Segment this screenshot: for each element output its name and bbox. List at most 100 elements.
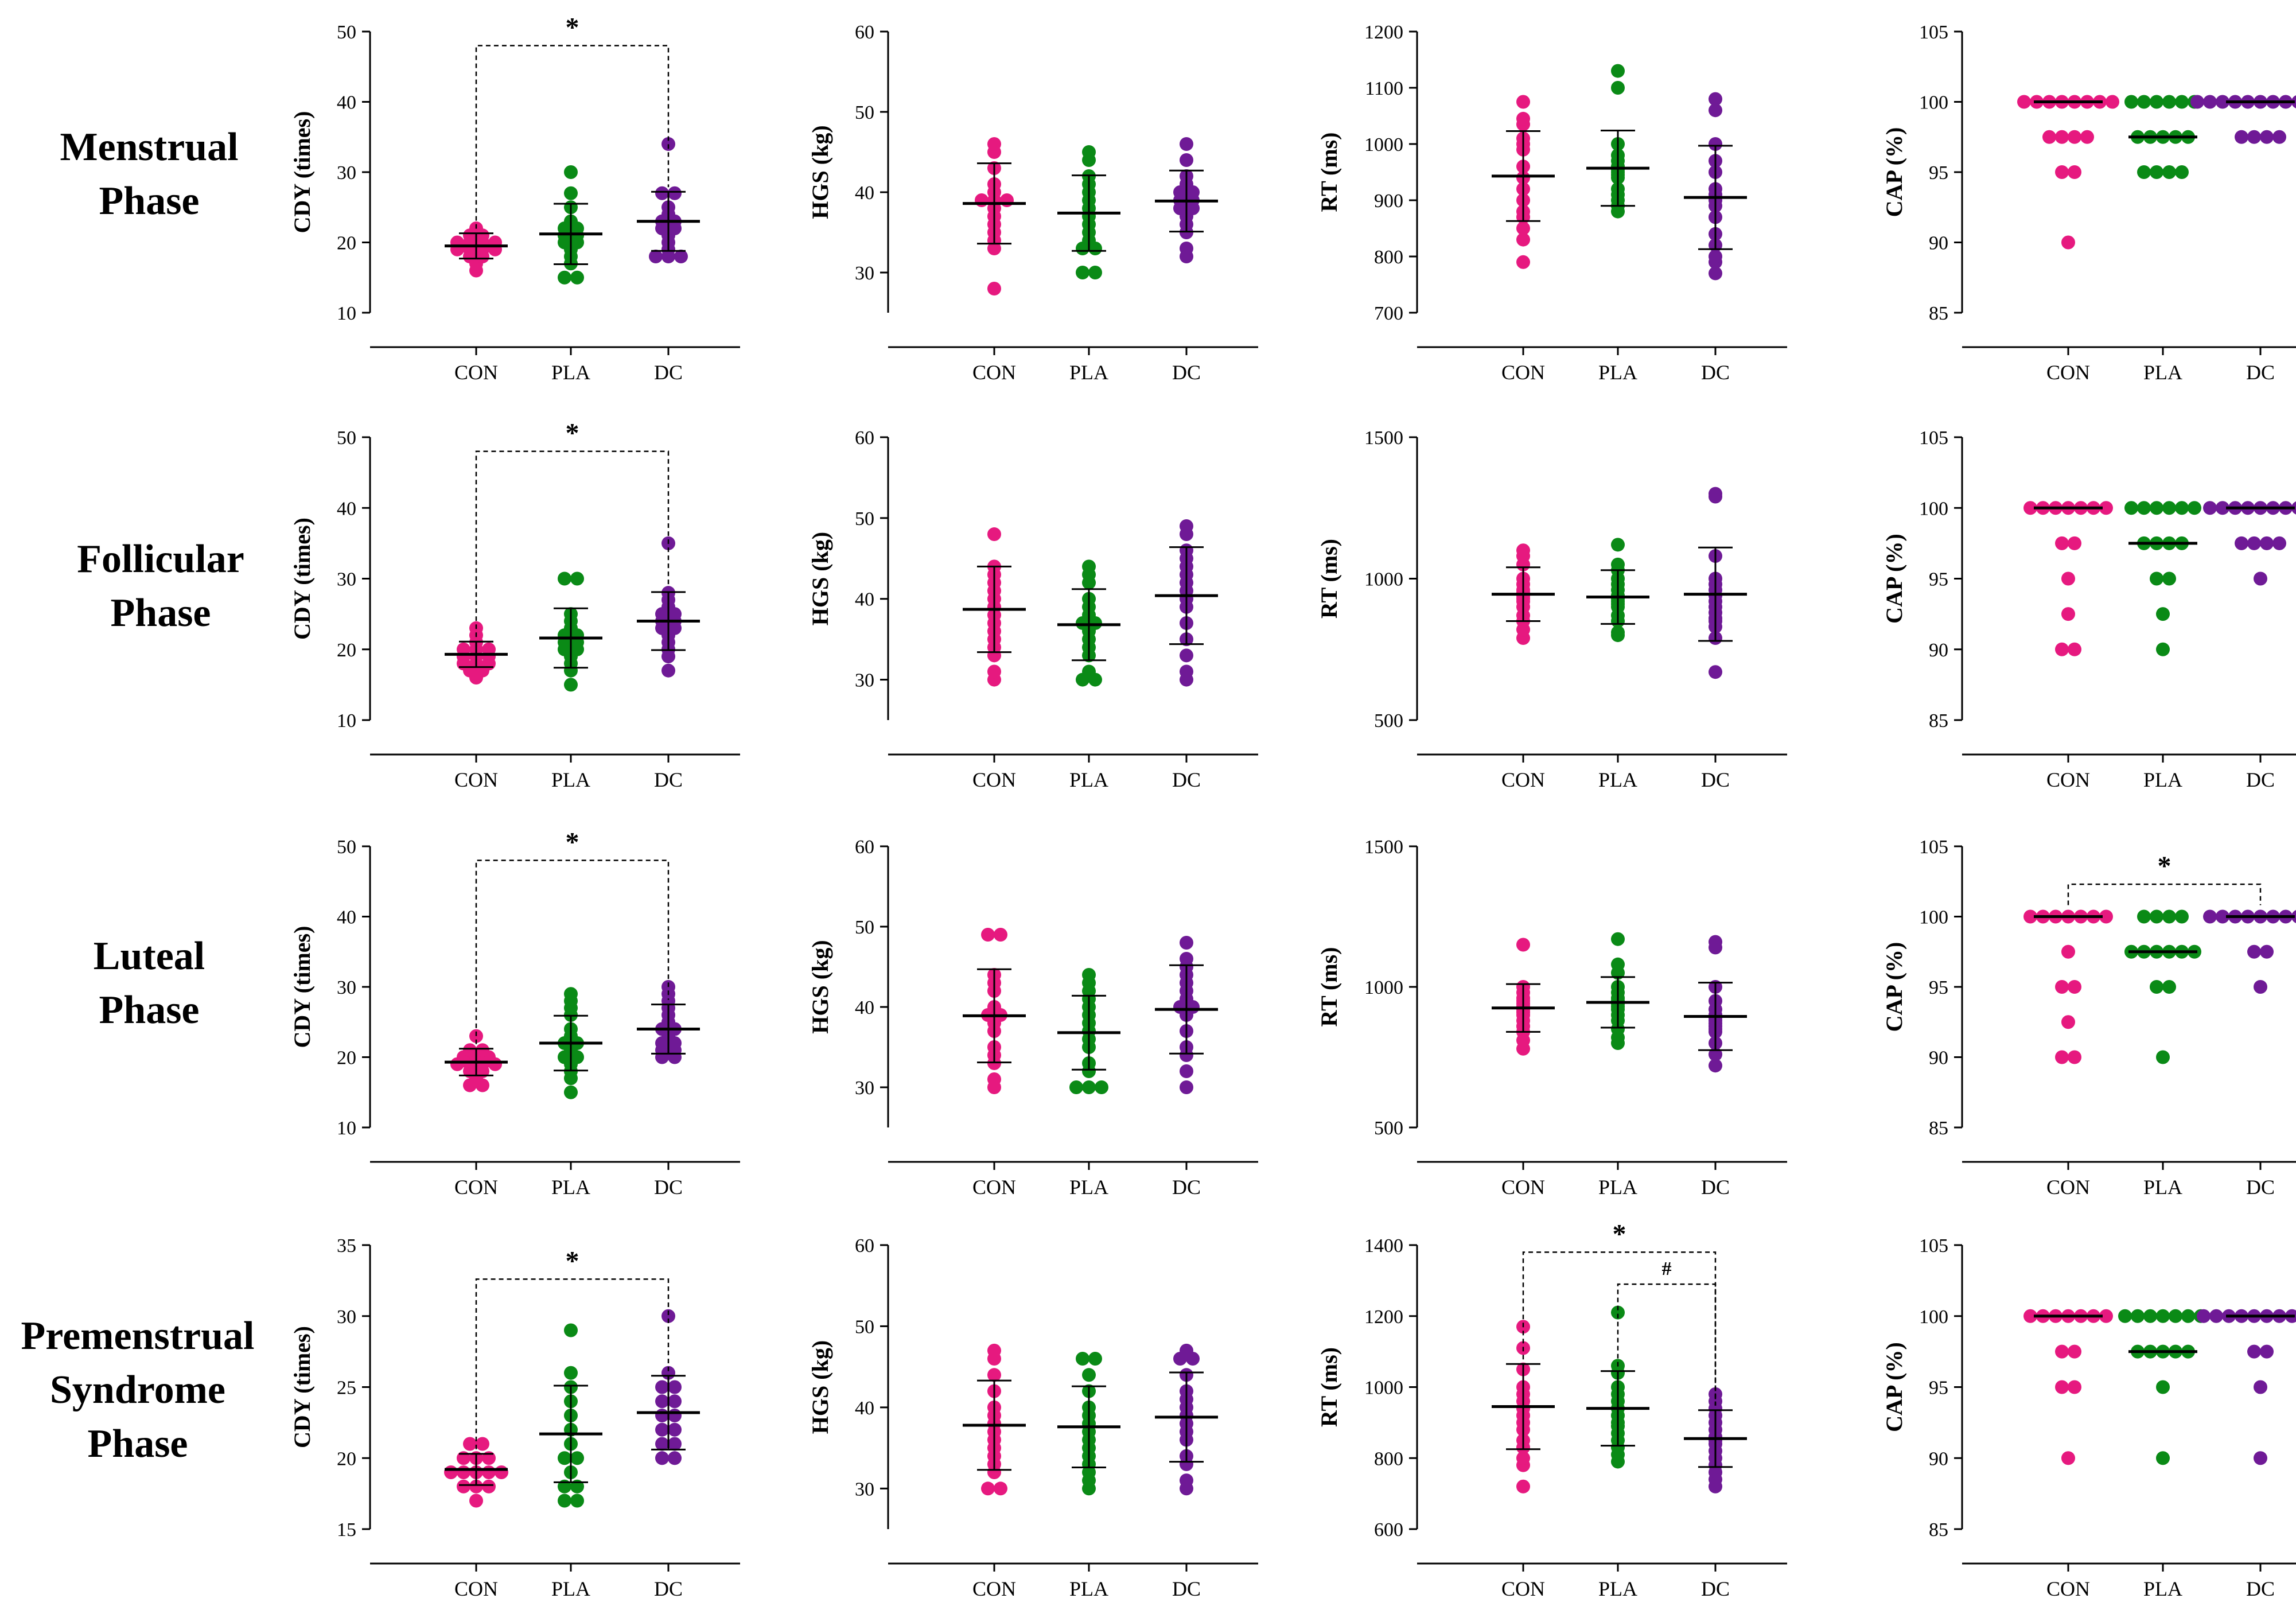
- x-tick-label-dc: DC: [654, 1577, 683, 1600]
- x-tick-label-con: CON: [1501, 768, 1545, 791]
- data-point: [463, 1437, 477, 1451]
- data-point: [1516, 543, 1530, 558]
- y-tick-label: 1200: [1364, 1306, 1403, 1328]
- data-point: [2055, 1344, 2069, 1359]
- row-label-line: Syndrome: [50, 1368, 225, 1412]
- bracket-line: [475, 450, 670, 637]
- data-point: [1180, 137, 1193, 151]
- series-con: [963, 137, 1026, 295]
- y-tick-label: 30: [855, 1479, 874, 1500]
- data-point: [2055, 536, 2069, 550]
- data-point: [1095, 1080, 1108, 1094]
- x-tick-label-con: CON: [454, 1577, 498, 1600]
- data-point: [2023, 1309, 2037, 1323]
- data-point: [1000, 193, 1014, 207]
- data-point: [2017, 95, 2031, 109]
- series-con: [445, 221, 508, 278]
- data-point: [2023, 501, 2037, 515]
- x-tick-label-con: CON: [2046, 1577, 2090, 1600]
- row-label-line: Phase: [99, 988, 200, 1032]
- series-dc: [2203, 501, 2296, 586]
- series-dc: [1155, 1343, 1218, 1496]
- x-tick-label-dc: DC: [1172, 361, 1201, 384]
- y-tick-label: 40: [337, 498, 356, 519]
- data-point: [2254, 1380, 2267, 1394]
- series-pla: [539, 571, 602, 692]
- y-tick-label: 25: [337, 1378, 356, 1399]
- x-tick-label-pla: PLA: [2143, 1577, 2182, 1600]
- data-point: [655, 1422, 669, 1437]
- data-point: [2150, 501, 2163, 515]
- y-tick-label: 85: [1929, 710, 1948, 732]
- y-tick-label: 20: [337, 233, 356, 254]
- y-tick-label: 800: [1374, 1448, 1403, 1469]
- bracket-line: [2067, 883, 2262, 905]
- x-tick-label-dc: DC: [2246, 361, 2275, 384]
- data-point: [2055, 1380, 2069, 1394]
- data-point: [482, 1465, 496, 1479]
- data-point: [2080, 130, 2094, 144]
- series-pla: [1586, 538, 1649, 643]
- series-dc: [637, 1309, 700, 1465]
- data-point: [1709, 250, 1722, 263]
- y-tick-label: 100: [1919, 498, 1948, 519]
- data-point: [987, 527, 1001, 542]
- data-point: [661, 1309, 675, 1323]
- panel-3-0: 15 20 25 30 35 CDY (times) CON PLA DC *: [289, 1235, 740, 1600]
- series-con: [2023, 501, 2113, 656]
- series-dc: [637, 536, 700, 678]
- data-point: [2150, 95, 2163, 109]
- data-point: [1709, 103, 1722, 118]
- row-label-menstrual: Menstrual Phase: [11, 120, 287, 228]
- data-point: [2055, 980, 2069, 994]
- significance-bracket: *: [475, 1246, 670, 1449]
- series-pla: [1057, 968, 1120, 1094]
- x-tick-label-pla: PLA: [2143, 768, 2182, 791]
- x-tick-label-dc: DC: [1701, 1577, 1730, 1600]
- series-dc: [637, 137, 700, 263]
- y-tick-label: 20: [337, 1448, 356, 1469]
- data-point: [457, 642, 470, 656]
- series-con: [2023, 909, 2113, 1064]
- y-tick-label: 90: [1929, 233, 1948, 254]
- series-con: [445, 1029, 508, 1092]
- data-point: [2175, 165, 2189, 179]
- data-point: [1516, 221, 1530, 235]
- x-tick-label-pla: PLA: [551, 1176, 590, 1199]
- y-tick-label: 40: [855, 589, 874, 610]
- data-point: [1088, 266, 1102, 279]
- y-tick-label: 105: [1919, 837, 1948, 858]
- panel-1-2: 500 1000 1500 RT (ms) CON PLA DC: [1316, 427, 1787, 791]
- data-point: [1180, 664, 1193, 679]
- significance-bracket: #: [1617, 1258, 1717, 1406]
- x-tick-label-con: CON: [454, 768, 498, 791]
- data-point: [1709, 92, 1722, 106]
- series-con: [2023, 1309, 2113, 1465]
- series-con: [963, 1343, 1026, 1496]
- y-tick-label: 50: [337, 427, 356, 449]
- series-pla: [1057, 559, 1120, 687]
- y-tick-label: 60: [855, 22, 874, 43]
- y-tick-label: 30: [337, 1306, 356, 1328]
- data-point: [668, 1422, 682, 1437]
- data-point: [2068, 536, 2081, 550]
- data-point: [1076, 1352, 1089, 1366]
- data-point: [2260, 130, 2274, 144]
- data-point: [2260, 536, 2274, 550]
- data-point: [2203, 501, 2217, 515]
- y-axis-label: CAP (%): [1881, 127, 1907, 217]
- panel-2-3: 85 90 95 100 105 CAP (%) CON PLA DC *: [1881, 837, 2296, 1199]
- x-tick-label-pla: PLA: [551, 768, 590, 791]
- y-tick-label: 1400: [1364, 1235, 1403, 1257]
- y-tick-label: 85: [1929, 1519, 1948, 1541]
- y-tick-label: 30: [855, 670, 874, 691]
- y-axis-label: RT (ms): [1316, 947, 1342, 1027]
- series-dc: [2203, 909, 2296, 994]
- data-point: [994, 928, 1007, 942]
- data-point: [570, 1451, 584, 1465]
- data-point: [570, 1494, 584, 1508]
- y-tick-label: 100: [1919, 1306, 1948, 1328]
- data-point: [2068, 1380, 2081, 1394]
- data-point: [1611, 81, 1625, 95]
- data-point: [661, 137, 675, 151]
